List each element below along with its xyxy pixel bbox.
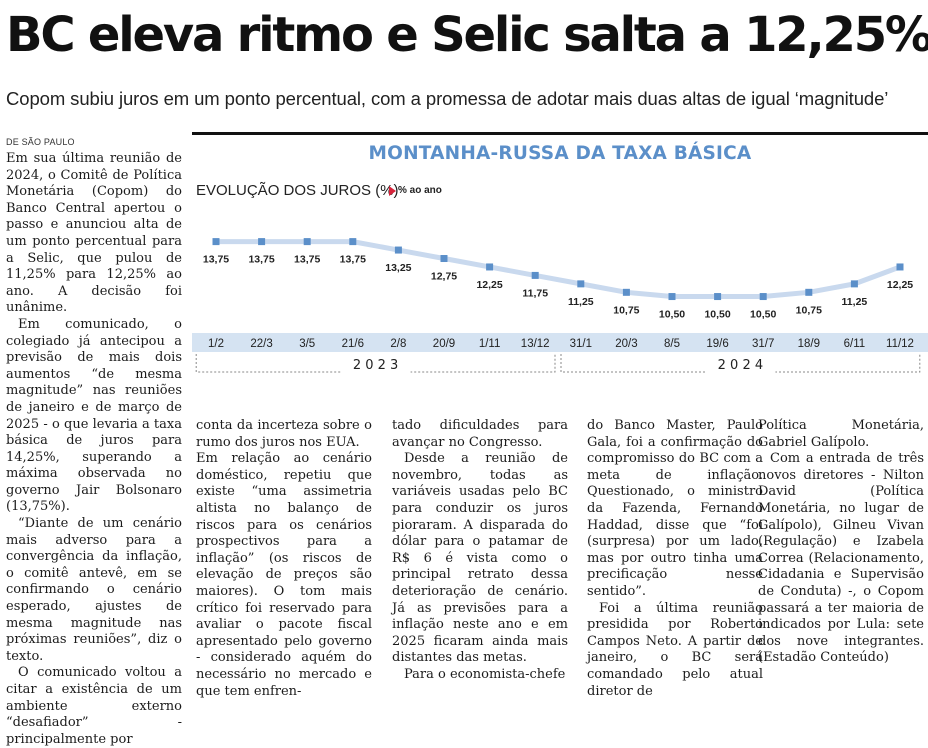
chart-title: MONTANHA-RUSSA DA TAXA BÁSICA	[368, 143, 752, 164]
category-band	[192, 333, 928, 352]
article-column-2: conta da incerteza sobre o rumo dos juro…	[196, 418, 372, 700]
paragraph: Política Monetária, Gabriel Galípolo.	[758, 418, 924, 450]
tick-label: 13/12	[521, 338, 550, 350]
tick-label: 6/11	[844, 338, 866, 350]
year-label-bg	[340, 354, 411, 374]
paragraph: Foi a última reunião presidida por Rober…	[587, 600, 763, 699]
year-bracket: 2 0 2 4	[560, 354, 921, 374]
tick-label: 31/1	[570, 338, 592, 350]
data-label: 12,25	[476, 279, 502, 291]
data-label: 13,75	[340, 254, 366, 266]
data-label: 13,25	[385, 262, 411, 274]
article-column-1: Em sua última reunião de 2024, o Comitê …	[6, 151, 182, 748]
year-label: 2 0 2 3	[353, 358, 398, 373]
data-point	[850, 280, 858, 288]
data-point	[394, 246, 402, 254]
data-label: 11,75	[522, 287, 548, 299]
data-label: 10,75	[613, 304, 639, 316]
chart-unit-label: % ao ano	[398, 185, 442, 196]
data-point	[805, 288, 813, 296]
data-label: 10,75	[796, 304, 822, 316]
data-point	[759, 293, 767, 301]
paragraph: Em relação ao cenário doméstico, repetiu…	[196, 451, 372, 699]
article-column-5: Política Monetária, Gabriel Galípolo. Co…	[758, 418, 924, 667]
data-point	[440, 255, 448, 263]
tick-label: 20/9	[433, 338, 455, 350]
data-point	[668, 293, 676, 301]
data-label: 13,75	[203, 254, 229, 266]
paragraph: O comunicado voltou a citar a existência…	[6, 665, 182, 747]
chart: MONTANHA-RUSSA DA TAXA BÁSICA EVOLUÇÃO D…	[192, 132, 928, 392]
data-label: 10,50	[704, 309, 730, 321]
chart-plot: 13,75 1/2 13,75 22/3 13,75 3/5 13,75 21/6 13,25 2…	[192, 238, 928, 374]
chart-top-rule	[192, 132, 928, 135]
year-bracket: 2 0 2 3	[195, 354, 556, 374]
year-label: 2 0 2 4	[718, 358, 763, 373]
tick-label: 11/12	[886, 338, 914, 350]
data-point	[349, 238, 357, 246]
tick-label: 2/8	[390, 338, 406, 350]
subheadline: Copom subiu juros em um ponto percentual…	[6, 88, 889, 109]
data-point	[622, 288, 630, 296]
year-label-bg	[705, 354, 776, 374]
data-point	[531, 271, 539, 279]
tick-label: 20/3	[615, 338, 637, 350]
paragraph: Em sua última reunião de 2024, o Comitê …	[6, 151, 182, 316]
chart-subtitle: EVOLUÇÃO DOS JUROS (%)	[196, 182, 399, 199]
headline: BC eleva ritmo e Selic salta a 12,25%	[6, 7, 928, 63]
paragraph: conta da incerteza sobre o rumo dos juro…	[196, 418, 372, 450]
paragraph: Com a entrada de três novos diretores - …	[758, 451, 924, 666]
paragraph: do Banco Master, Paulo Gala, foi a confi…	[587, 418, 763, 599]
data-label: 13,75	[294, 254, 320, 266]
data-label: 12,75	[431, 271, 457, 283]
tick-label: 1/2	[208, 338, 224, 350]
tick-label: 3/5	[299, 338, 315, 350]
tick-label: 31/7	[752, 338, 774, 350]
tick-label: 21/6	[342, 338, 364, 350]
article-column-4: do Banco Master, Paulo Gala, foi a confi…	[587, 418, 763, 700]
paragraph: tado dificuldades para avançar no Congre…	[392, 418, 568, 450]
data-label: 10,50	[659, 309, 685, 321]
data-point	[258, 238, 266, 246]
tick-label: 1/11	[479, 338, 501, 350]
tick-label: 18/9	[798, 338, 820, 350]
paragraph: Desde a reunião de novembro, todas as va…	[392, 451, 568, 666]
paragraph: Em comunicado, o colegiado já antecipou …	[6, 316, 182, 515]
data-point	[303, 238, 311, 246]
data-point	[714, 293, 722, 301]
data-point	[212, 238, 220, 246]
paragraph: Para o economista-chefe	[404, 666, 566, 682]
data-label: 10,50	[750, 309, 776, 321]
data-label: 11,25	[842, 296, 868, 308]
data-point	[486, 263, 494, 271]
data-point	[896, 263, 904, 271]
tick-label: 22/3	[250, 338, 272, 350]
byline: DE SÃO PAULO	[6, 137, 75, 147]
tick-label: 19/6	[706, 338, 728, 350]
data-label: 11,25	[568, 296, 594, 308]
series-line	[216, 239, 901, 300]
data-label: 12,25	[887, 279, 913, 291]
data-label: 13,75	[248, 254, 274, 266]
paragraph: “Diante de um cenário mais adverso para …	[6, 516, 182, 664]
tick-label: 8/5	[664, 338, 680, 350]
arrow-right-icon	[389, 186, 396, 196]
data-point	[577, 280, 585, 288]
article-column-3: tado dificuldades para avançar no Congre…	[392, 418, 568, 684]
